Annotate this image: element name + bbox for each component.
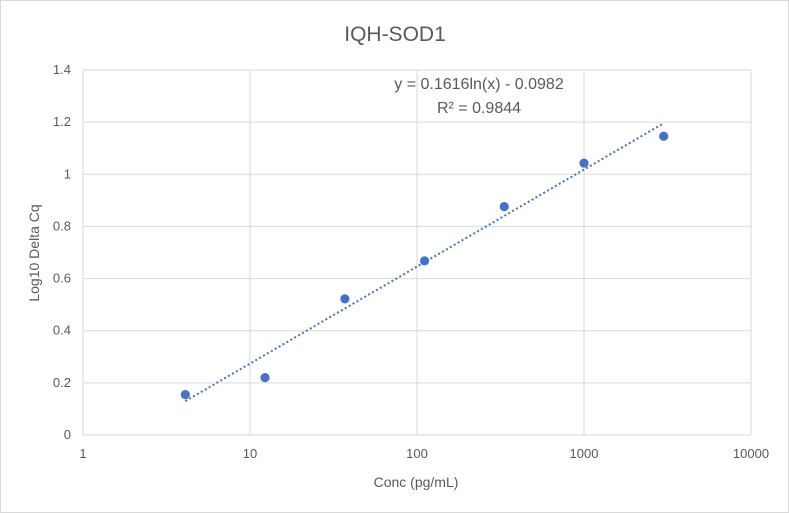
tick-labels: 0 0.2 0.4 0.6 0.8 1 1.2 1.4 1 10 100 1000 10000 [53,62,769,461]
x-axis-label: Conc (pg/mL) [374,474,459,490]
trendline-equation: y = 0.1616ln(x) - 0.0982 [394,76,564,93]
y-tick-label: 0.2 [53,375,71,390]
data-point [260,373,270,383]
x-tick-label: 10 [243,446,257,461]
data-point [340,294,350,304]
data-point [579,158,589,168]
y-tick-label: 1.4 [53,62,71,77]
x-tick-label: 1 [79,446,86,461]
x-tick-label: 100 [406,446,428,461]
data-point [180,389,190,400]
y-tick-label: 0.4 [53,323,71,338]
grid-lines [82,69,752,436]
y-axis-label: Log10 Delta Cq [26,204,42,301]
chart-title: IQH-SOD1 [344,23,446,46]
trendline-r-squared: R² = 0.9844 [437,100,521,117]
y-tick-label: 0.8 [53,218,71,233]
y-tick-label: 1 [64,166,71,181]
data-point [419,256,430,266]
x-tick-label: 1000 [570,446,599,461]
data-points [180,131,669,400]
data-point [499,202,509,212]
x-tick-label: 10000 [733,446,769,461]
y-tick-label: 0.6 [53,271,71,286]
y-tick-label: 1.2 [53,114,71,129]
y-tick-label: 0 [64,427,71,442]
data-point [659,131,669,141]
